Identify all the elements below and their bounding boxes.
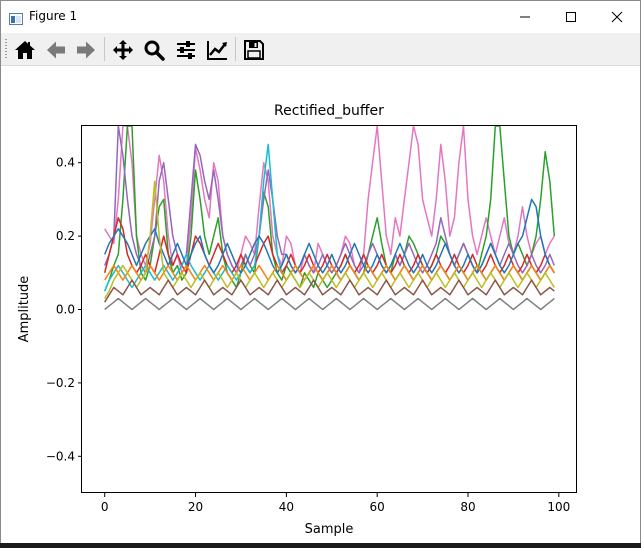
- forward-button[interactable]: [73, 37, 99, 63]
- x-tick-label: 0: [101, 500, 109, 514]
- magnifier-icon: [144, 40, 165, 61]
- taskbar-strip: [0, 543, 641, 548]
- y-tick-label: −0.2: [46, 376, 75, 390]
- series-layer: [103, 126, 556, 311]
- y-tick-label: 0.2: [56, 229, 75, 243]
- x-tick-label: 20: [188, 500, 203, 514]
- home-icon: [15, 41, 35, 59]
- x-tick-label: 100: [547, 500, 570, 514]
- save-button[interactable]: [241, 37, 267, 63]
- close-button[interactable]: [594, 1, 640, 32]
- series-line-2: [104, 126, 556, 292]
- axes-frame: [81, 125, 577, 493]
- series-line-1: [104, 126, 555, 274]
- toolbar-grip[interactable]: [5, 37, 8, 61]
- y-tick-label: 0.0: [56, 303, 75, 317]
- ticks-layer: 0 20 40 60 80 100 −0.4 −0.2 0.0 0.2 0.4: [46, 156, 570, 514]
- close-icon: [611, 11, 623, 23]
- x-tick-label: 60: [370, 500, 385, 514]
- toolbar-separator: [104, 37, 105, 61]
- x-tick-label: 80: [460, 500, 475, 514]
- y-tick-label: −0.4: [46, 449, 75, 463]
- maximize-icon: [566, 12, 576, 22]
- pan-button[interactable]: [110, 37, 136, 63]
- figure-canvas[interactable]: Rectified_buffer 0 20 40 60 80 100 −0.4 −0.2 0.0…: [1, 66, 640, 544]
- minimize-button[interactable]: [502, 1, 548, 32]
- window-title: Figure 1: [29, 9, 78, 23]
- y-axis-label: Amplitude: [17, 276, 32, 343]
- line-chart-icon: [207, 41, 227, 60]
- series-line-3: [104, 126, 555, 274]
- configure-subplots-button[interactable]: [173, 37, 199, 63]
- zoom-button[interactable]: [141, 37, 167, 63]
- arrow-left-icon: [47, 41, 65, 59]
- sliders-icon: [177, 41, 195, 59]
- matplotlib-app-icon: [9, 10, 23, 25]
- edit-axis-button[interactable]: [204, 37, 230, 63]
- title-bar[interactable]: Figure 1: [1, 1, 640, 32]
- maximize-button[interactable]: [548, 1, 594, 32]
- arrow-right-icon: [77, 41, 95, 59]
- y-tick-label: 0.4: [56, 156, 75, 170]
- back-button[interactable]: [43, 37, 69, 63]
- chart-title: Rectified_buffer: [274, 103, 384, 119]
- floppy-disk-icon: [244, 40, 264, 60]
- move-icon: [113, 40, 133, 60]
- chart[interactable]: Rectified_buffer 0 20 40 60 80 100 −0.4 −0.2 0.0…: [1, 66, 640, 544]
- minimize-icon: [520, 16, 530, 18]
- navigation-toolbar: [1, 33, 640, 66]
- series-line-9: [104, 279, 555, 303]
- series-line-8: [104, 180, 555, 299]
- series-line-10: [104, 297, 555, 311]
- x-axis-label: Sample: [305, 522, 354, 537]
- home-button[interactable]: [12, 37, 38, 63]
- x-tick-label: 40: [279, 500, 294, 514]
- toolbar-separator: [235, 37, 236, 61]
